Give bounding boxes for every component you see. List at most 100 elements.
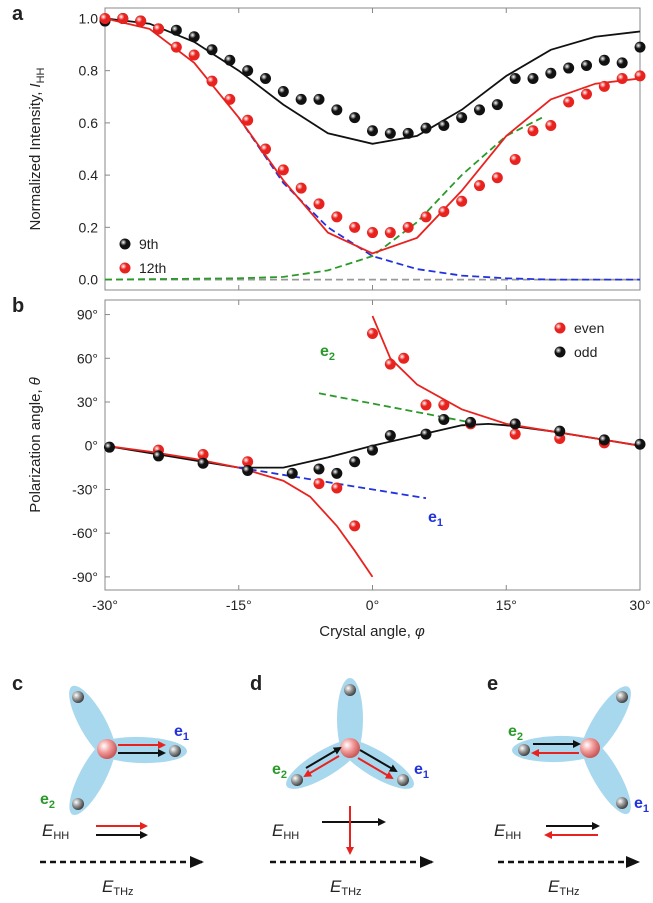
data-point bbox=[581, 59, 592, 71]
data-point bbox=[197, 457, 209, 469]
thz-label: ETHz bbox=[548, 877, 580, 898]
data-point bbox=[420, 399, 432, 411]
atom bbox=[518, 744, 530, 756]
legend-marker bbox=[554, 346, 566, 358]
data-point bbox=[598, 54, 610, 66]
data-point bbox=[295, 182, 307, 194]
data-point bbox=[331, 104, 343, 116]
y-tick-label: 0° bbox=[85, 438, 98, 454]
x-tick-label: -30° bbox=[92, 597, 118, 613]
legend-label: even bbox=[574, 320, 604, 336]
data-point bbox=[456, 195, 468, 207]
data-point bbox=[491, 172, 503, 184]
field-symbol: E bbox=[102, 877, 114, 896]
data-point bbox=[438, 206, 450, 218]
data-point bbox=[367, 328, 378, 340]
field-sub: THz bbox=[559, 886, 579, 898]
data-point bbox=[398, 352, 410, 364]
data-point bbox=[277, 86, 289, 98]
panel-label: a bbox=[12, 3, 24, 25]
e-symbol: e bbox=[272, 761, 281, 778]
data-point bbox=[598, 80, 610, 92]
data-point bbox=[527, 125, 539, 137]
e-symbol: e bbox=[40, 791, 49, 808]
data-point bbox=[313, 93, 325, 105]
data-point bbox=[331, 211, 343, 223]
data-point bbox=[188, 31, 200, 43]
data-point bbox=[188, 49, 200, 61]
atom bbox=[616, 691, 628, 703]
data-point bbox=[197, 448, 209, 460]
panel-label: b bbox=[12, 295, 24, 317]
field-sub: HH bbox=[53, 830, 69, 842]
legend-label: 9th bbox=[139, 236, 158, 252]
data-point bbox=[242, 114, 254, 126]
data-point bbox=[598, 434, 610, 446]
y-tick-label: 0.4 bbox=[79, 167, 99, 183]
data-point bbox=[286, 467, 298, 479]
data-point bbox=[367, 125, 378, 137]
panel-label: d bbox=[250, 673, 262, 695]
data-point bbox=[313, 478, 325, 490]
series-line bbox=[104, 17, 641, 145]
data-point bbox=[527, 73, 539, 84]
field-symbol: E bbox=[272, 821, 284, 840]
e-symbol: e bbox=[634, 795, 643, 812]
e-sub: 2 bbox=[281, 769, 287, 781]
data-point bbox=[260, 73, 271, 84]
data-point bbox=[367, 227, 378, 239]
data-point bbox=[242, 465, 254, 477]
data-point bbox=[616, 57, 628, 69]
data-point bbox=[616, 73, 628, 84]
y-tick-label: -90° bbox=[72, 569, 98, 585]
data-point bbox=[438, 120, 450, 131]
y-tick-label: 90° bbox=[77, 307, 98, 323]
data-point bbox=[99, 12, 111, 24]
data-point bbox=[545, 120, 557, 131]
data-point bbox=[260, 143, 271, 155]
data-point bbox=[153, 450, 164, 462]
series-line bbox=[104, 444, 374, 578]
arrow bbox=[357, 757, 394, 780]
data-point bbox=[474, 180, 485, 192]
data-point bbox=[402, 127, 414, 139]
data-point bbox=[509, 418, 521, 430]
e-symbol: e bbox=[174, 723, 183, 740]
data-point bbox=[367, 444, 378, 456]
data-point bbox=[491, 99, 503, 111]
field-sub: THz bbox=[113, 886, 133, 898]
data-point bbox=[349, 520, 361, 532]
data-point bbox=[153, 23, 164, 35]
data-point bbox=[313, 463, 325, 475]
x-label-text: Crystal angle, bbox=[319, 623, 411, 640]
data-point bbox=[384, 430, 396, 442]
x-tick-label: 0° bbox=[366, 597, 379, 613]
y-tick-label: -30° bbox=[72, 481, 98, 497]
panel-label: c bbox=[12, 673, 23, 695]
data-point bbox=[474, 104, 485, 116]
data-point bbox=[420, 211, 432, 223]
data-point bbox=[554, 425, 566, 437]
center-atom bbox=[340, 738, 360, 758]
e-sub: 1 bbox=[423, 769, 429, 781]
legend-marker bbox=[119, 262, 131, 274]
series-line bbox=[238, 466, 427, 500]
legend-label: odd bbox=[574, 344, 597, 360]
data-point bbox=[135, 15, 147, 27]
data-point bbox=[242, 65, 254, 77]
x-label-var: φ bbox=[415, 623, 425, 640]
y-label-text: Polarization angle, bbox=[27, 389, 44, 512]
series-line bbox=[104, 116, 543, 281]
x-tick-label: -15° bbox=[226, 597, 252, 613]
data-point bbox=[224, 93, 236, 105]
arrow bbox=[359, 749, 398, 773]
atom bbox=[616, 797, 628, 809]
atom bbox=[169, 745, 181, 757]
data-point bbox=[384, 227, 396, 239]
data-point bbox=[313, 198, 325, 210]
y-axis-label: Polarization angle, θ bbox=[27, 377, 44, 513]
arrow bbox=[305, 746, 342, 769]
annotation: e2 bbox=[320, 343, 335, 363]
diagram-e: e e2 e1 EHH ETHz bbox=[487, 673, 649, 898]
e2-label: e2 bbox=[508, 723, 523, 743]
